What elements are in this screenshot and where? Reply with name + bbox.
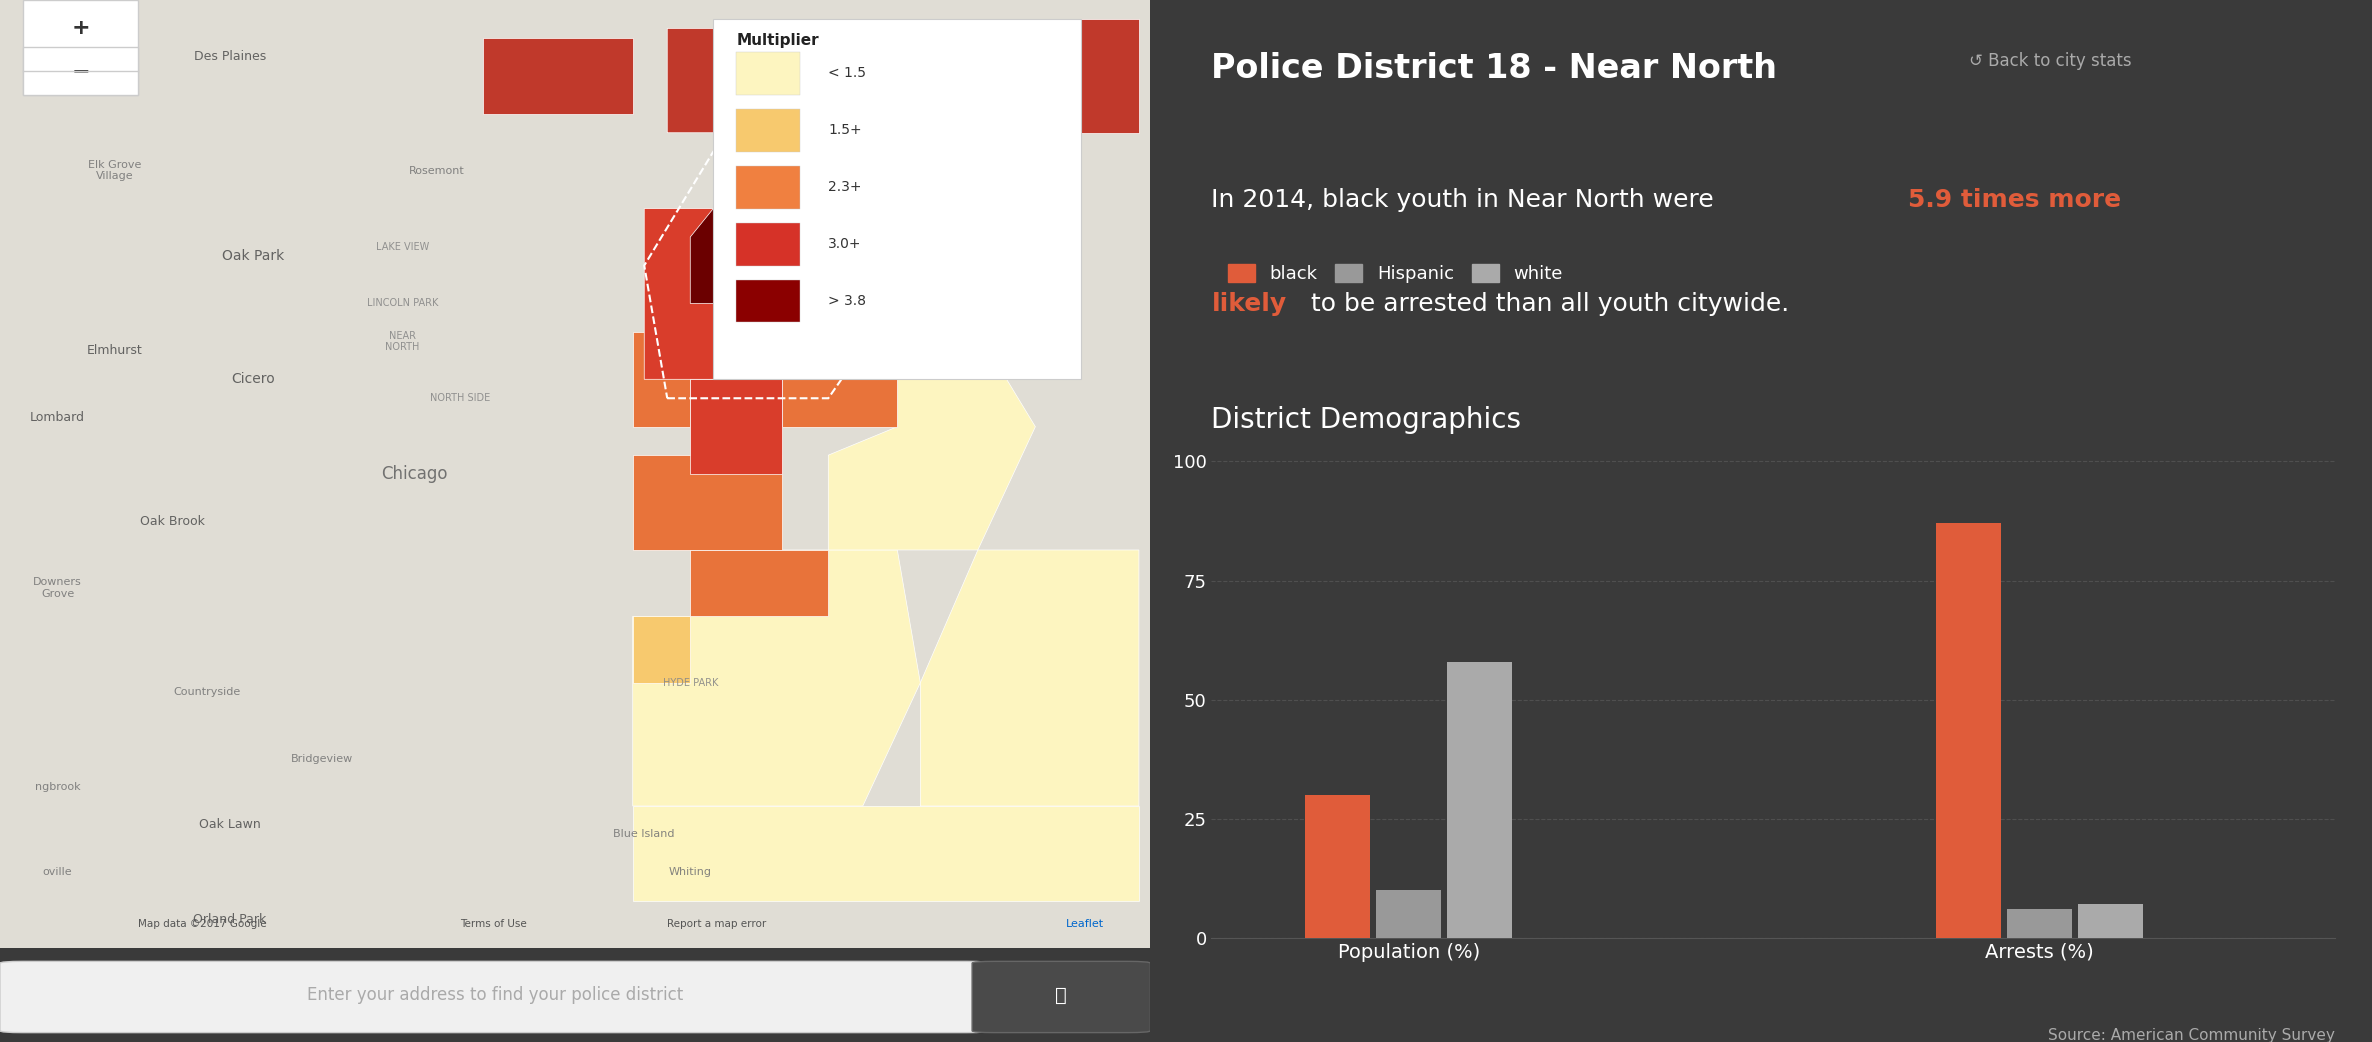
Text: In 2014, black youth in Near North were: In 2014, black youth in Near North were: [1212, 188, 1722, 212]
Polygon shape: [667, 28, 920, 132]
Text: Enter your address to find your police district: Enter your address to find your police d…: [306, 986, 683, 1004]
Text: > 3.8: > 3.8: [828, 294, 866, 308]
Polygon shape: [944, 19, 1139, 132]
Text: Oak Park: Oak Park: [223, 249, 285, 263]
Polygon shape: [828, 331, 1037, 550]
Bar: [1447, 662, 1513, 938]
Text: 5.9 times more: 5.9 times more: [1907, 188, 2121, 212]
Text: Rosemont: Rosemont: [410, 166, 465, 176]
Text: Countryside: Countryside: [173, 688, 240, 697]
Text: 1.5+: 1.5+: [828, 123, 861, 138]
Text: ↺ Back to city stats: ↺ Back to city stats: [1969, 52, 2132, 70]
Polygon shape: [690, 550, 828, 616]
Text: Terms of Use: Terms of Use: [460, 919, 527, 929]
Bar: [735, 223, 799, 266]
Bar: [1936, 523, 2002, 938]
Text: Cicero: Cicero: [230, 372, 275, 387]
Text: NORTH SIDE: NORTH SIDE: [429, 393, 491, 403]
Text: Elk Grove
Village: Elk Grove Village: [88, 159, 142, 181]
Text: LAKE VIEW: LAKE VIEW: [377, 242, 429, 251]
Polygon shape: [633, 455, 783, 550]
Text: Leaflet: Leaflet: [1067, 919, 1105, 929]
Polygon shape: [920, 550, 1139, 807]
Polygon shape: [690, 208, 771, 303]
Text: Oak Brook: Oak Brook: [140, 515, 204, 528]
Bar: [24, 47, 138, 95]
Text: < 1.5: < 1.5: [828, 67, 866, 80]
Bar: [735, 109, 799, 152]
Bar: [1305, 795, 1371, 938]
FancyBboxPatch shape: [973, 962, 1150, 1033]
Polygon shape: [783, 331, 897, 427]
Text: Chicago: Chicago: [382, 465, 448, 483]
Text: Des Plaines: Des Plaines: [195, 50, 266, 64]
Polygon shape: [645, 208, 828, 379]
Text: +: +: [71, 19, 90, 39]
Text: Source: American Community Survey
& Chicago Police Department: Source: American Community Survey & Chic…: [2049, 1027, 2336, 1042]
Bar: [735, 166, 799, 208]
Text: Orland Park: Orland Park: [195, 913, 266, 926]
Text: District Demographics: District Demographics: [1212, 406, 1520, 435]
Polygon shape: [633, 331, 690, 427]
Polygon shape: [633, 807, 1139, 900]
Text: Oak Lawn: Oak Lawn: [199, 818, 261, 832]
Bar: [24, 0, 138, 95]
Text: Blue Island: Blue Island: [614, 829, 676, 840]
Bar: [2078, 904, 2144, 938]
Legend: black, Hispanic, white: black, Hispanic, white: [1222, 256, 1570, 291]
Polygon shape: [484, 38, 633, 114]
Text: 3.0+: 3.0+: [828, 238, 861, 251]
FancyBboxPatch shape: [714, 19, 1082, 379]
Polygon shape: [633, 616, 690, 683]
Text: to be arrested than all youth citywide.: to be arrested than all youth citywide.: [1302, 292, 1788, 316]
FancyBboxPatch shape: [0, 962, 989, 1033]
Text: ngbrook: ngbrook: [36, 783, 81, 792]
Text: NEAR
NORTH: NEAR NORTH: [387, 330, 420, 352]
Bar: [735, 279, 799, 322]
Text: Downers
Grove: Downers Grove: [33, 577, 83, 599]
Bar: [735, 52, 799, 95]
Text: 2.3+: 2.3+: [828, 180, 861, 194]
Polygon shape: [633, 550, 920, 807]
Text: Whiting: Whiting: [669, 867, 712, 877]
Polygon shape: [897, 190, 1058, 331]
Text: HYDE PARK: HYDE PARK: [662, 677, 719, 688]
Text: Multiplier: Multiplier: [735, 33, 818, 48]
Text: Elmhurst: Elmhurst: [88, 344, 142, 357]
Bar: [1376, 890, 1442, 938]
Text: LINCOLN PARK: LINCOLN PARK: [368, 298, 439, 308]
Text: Police District 18 - Near North: Police District 18 - Near North: [1212, 52, 1777, 85]
Text: −: −: [71, 61, 90, 81]
Text: likely: likely: [1212, 292, 1286, 316]
Text: Report a map error: Report a map error: [667, 919, 766, 929]
Text: 🔍: 🔍: [1056, 986, 1067, 1004]
Text: Map data ©2017 Google: Map data ©2017 Google: [138, 919, 266, 929]
Text: oville: oville: [43, 867, 71, 877]
Text: Bridgeview: Bridgeview: [292, 753, 353, 764]
Bar: [2007, 910, 2073, 938]
Polygon shape: [690, 379, 783, 474]
Text: Lombard: Lombard: [31, 411, 85, 424]
